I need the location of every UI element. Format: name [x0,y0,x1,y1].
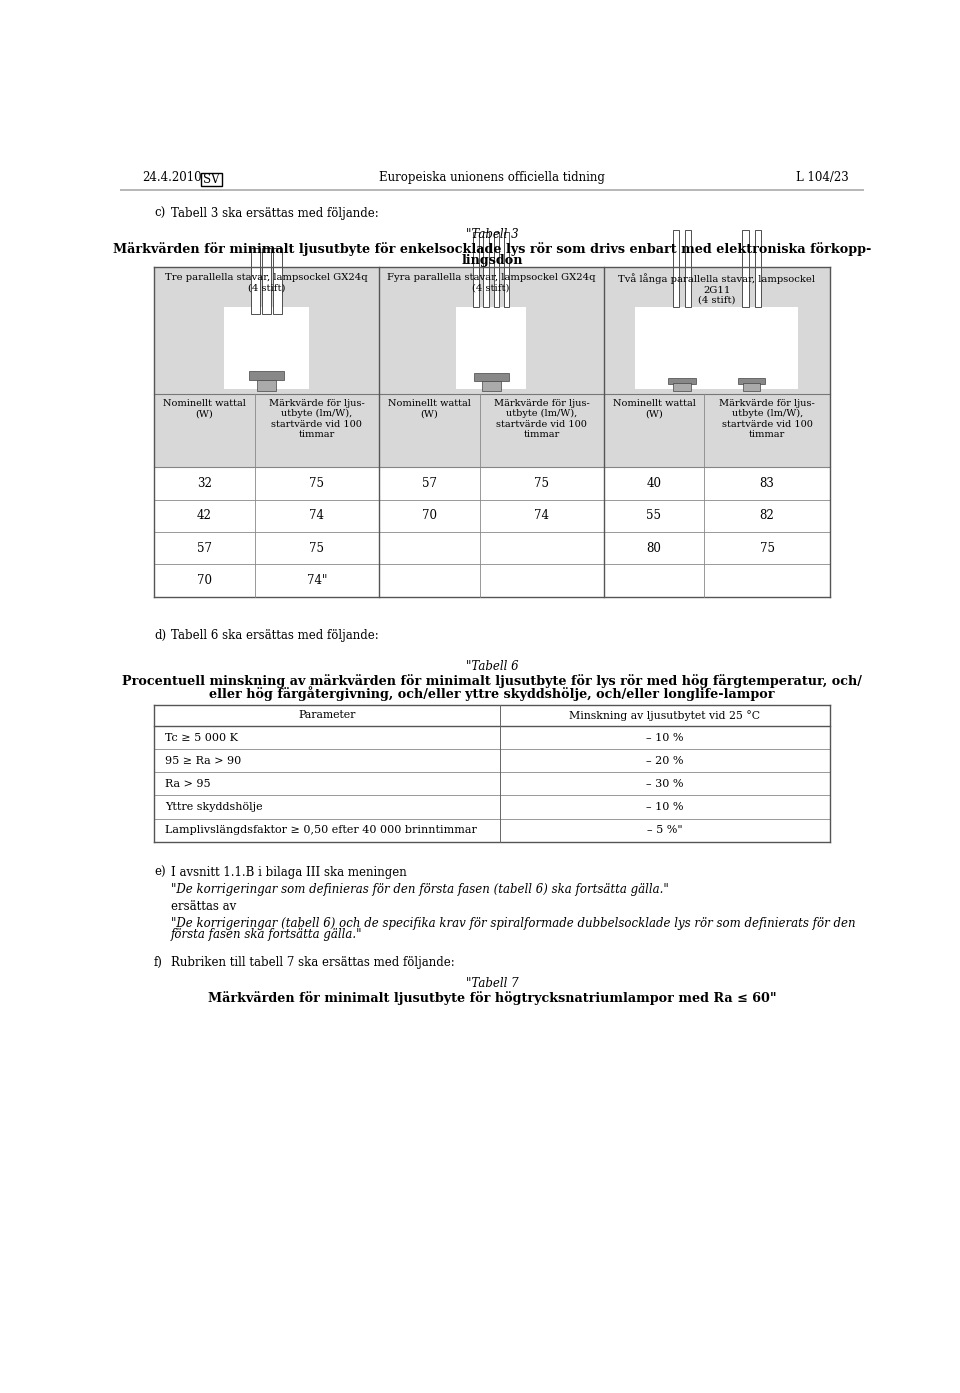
Bar [743,383,760,391]
Text: Märkvärde för ljus-
utbyte (lm/W),
startvärde vid 100
timmar: Märkvärde för ljus- utbyte (lm/W), start… [269,398,365,439]
Text: ersättas av: ersättas av [171,900,236,914]
Bar [155,500,829,532]
Text: – 10 %: – 10 % [646,733,684,742]
Text: "Tabell 3: "Tabell 3 [466,228,518,241]
Bar [379,394,604,468]
Text: 32: 32 [197,478,212,490]
Text: Två långa parallella stavar, lampsockel
2G11
(4 stift): Två långa parallella stavar, lampsockel … [618,273,815,305]
Text: Europeiska unionens officiella tidning: Europeiska unionens officiella tidning [379,171,605,184]
Text: 55: 55 [646,510,661,522]
Bar [456,308,526,389]
Text: 74": 74" [306,574,327,588]
Text: Yttre skyddshölje: Yttre skyddshölje [165,802,263,812]
Bar [604,394,829,468]
Text: c): c) [155,208,165,220]
Text: Fyra parallella stavar, lampsockel GX24q
(4 stift): Fyra parallella stavar, lampsockel GX24q… [387,273,595,293]
Text: Tabell 3 ska ersättas med följande:: Tabell 3 ska ersättas med följande: [171,208,379,220]
Text: 40: 40 [646,478,661,490]
Bar [155,394,379,468]
Bar [755,230,761,306]
Bar [673,230,679,306]
Bar [201,173,223,187]
Bar [155,532,829,564]
Bar [224,308,309,389]
Text: Nominellt wattal
(W): Nominellt wattal (W) [612,398,695,418]
Text: – 30 %: – 30 % [646,779,684,788]
Text: Märkvärde för ljus-
utbyte (lm/W),
startvärde vid 100
timmar: Märkvärde för ljus- utbyte (lm/W), start… [493,398,589,439]
Text: Tc ≥ 5 000 K: Tc ≥ 5 000 K [165,733,238,742]
Text: Tabell 6 ska ersättas med följande:: Tabell 6 ska ersättas med följande: [171,630,379,642]
Text: e): e) [155,866,166,879]
Text: – 5 %": – 5 %" [647,825,683,836]
Bar [379,267,604,394]
Text: "Tabell 7: "Tabell 7 [466,978,518,990]
Text: 75: 75 [309,542,324,554]
Text: 75: 75 [534,478,549,490]
Text: 95 ≥ Ra > 90: 95 ≥ Ra > 90 [165,756,241,766]
Text: 24.4.2010: 24.4.2010 [142,171,202,184]
Text: Nominellt wattal
(W): Nominellt wattal (W) [388,398,470,418]
Text: 75: 75 [309,478,324,490]
Text: Ra > 95: Ra > 95 [165,779,210,788]
Bar [155,564,829,596]
Text: 70: 70 [197,574,212,588]
Text: d): d) [155,630,166,642]
Text: Tre parallella stavar, lampsockel GX24q
(4 stift): Tre parallella stavar, lampsockel GX24q … [165,273,368,293]
Bar [482,382,501,391]
Bar [636,308,798,389]
Text: Märkvärde för ljus-
utbyte (lm/W),
startvärde vid 100
timmar: Märkvärde för ljus- utbyte (lm/W), start… [719,398,815,439]
Text: 83: 83 [759,478,775,490]
Text: 74: 74 [534,510,549,522]
Bar [252,248,259,313]
Bar [604,267,829,394]
Text: "De korrigeringar (tabell 6) och de specifika krav för spiralformade dubbelsockl: "De korrigeringar (tabell 6) och de spec… [171,917,855,931]
Text: 74: 74 [309,510,324,522]
Bar [249,371,284,380]
Text: 80: 80 [646,542,661,554]
Text: 42: 42 [197,510,212,522]
Text: 75: 75 [759,542,775,554]
Bar [274,248,282,313]
Text: Lamplivslängdsfaktor ≥ 0,50 efter 40 000 brinntimmar: Lamplivslängdsfaktor ≥ 0,50 efter 40 000… [165,825,477,836]
Text: första fasen ska fortsätta gälla.": första fasen ska fortsätta gälla." [171,928,363,940]
Text: SV: SV [204,173,220,187]
Text: 57: 57 [421,478,437,490]
Text: I avsnitt 1.1.B i bilaga III ska meningen: I avsnitt 1.1.B i bilaga III ska meninge… [171,866,407,879]
Bar [504,233,509,306]
Bar [685,230,691,306]
Text: – 10 %: – 10 % [646,802,684,812]
Bar [257,380,276,391]
Text: Parameter: Parameter [299,710,355,720]
Text: 70: 70 [421,510,437,522]
Bar [493,233,499,306]
Text: L 104/23: L 104/23 [796,171,849,184]
Bar [668,378,695,384]
Text: Rubriken till tabell 7 ska ersättas med följande:: Rubriken till tabell 7 ska ersättas med … [171,956,455,968]
Text: Procentuell minskning av märkvärden för minimalt ljusutbyte för lys rör med hög : Procentuell minskning av märkvärden för … [122,674,862,688]
Bar [474,372,509,382]
Text: f): f) [155,956,163,968]
Text: 82: 82 [759,510,775,522]
Text: lingsdon: lingsdon [461,254,523,267]
Text: 57: 57 [197,542,212,554]
Bar [262,248,271,313]
Text: Minskning av ljusutbytet vid 25 °C: Minskning av ljusutbytet vid 25 °C [569,710,760,720]
Bar [484,233,489,306]
Bar [673,383,690,391]
Text: "De korrigeringar som definieras för den första fasen (tabell 6) ska fortsätta g: "De korrigeringar som definieras för den… [171,883,669,896]
Text: Märkvärden för minimalt ljusutbyte för högtrycksnatriumlampor med Ra ≤ 60": Märkvärden för minimalt ljusutbyte för h… [207,990,777,1004]
Bar [155,468,829,500]
Text: "Tabell 6: "Tabell 6 [466,660,518,673]
Bar [473,233,479,306]
Bar [738,378,765,384]
Bar [742,230,749,306]
Text: Märkvärden för minimalt ljusutbyte för enkelsocklade lys rör som drivs enbart me: Märkvärden för minimalt ljusutbyte för e… [113,242,871,256]
Text: – 20 %: – 20 % [646,756,684,766]
Text: eller hög färgåtergivning, och/eller yttre skyddshölje, och/eller longlife-lampo: eller hög färgåtergivning, och/eller ytt… [209,687,775,701]
Bar [155,267,379,394]
Text: Nominellt wattal
(W): Nominellt wattal (W) [163,398,246,418]
